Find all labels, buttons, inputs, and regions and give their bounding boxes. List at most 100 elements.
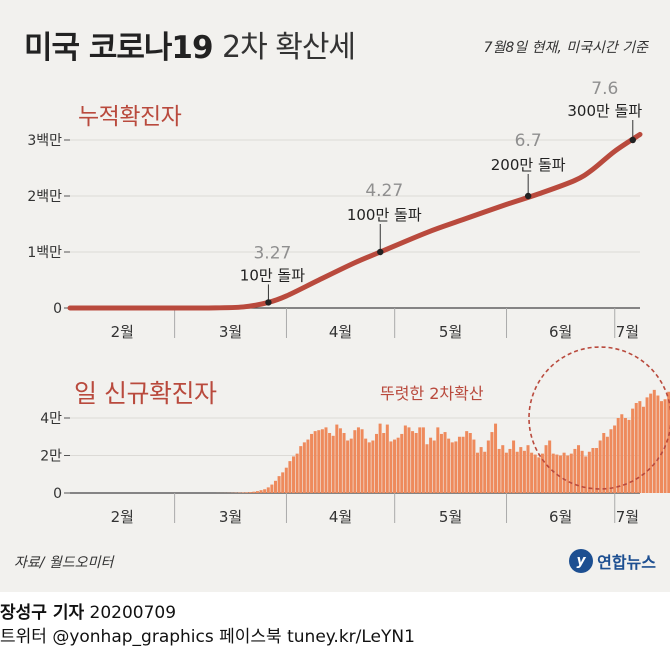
daily-bar bbox=[649, 394, 652, 493]
credit-reporter-line: 장성구 기자 20200709 bbox=[0, 598, 176, 623]
daily-bar bbox=[591, 448, 594, 493]
daily-bar bbox=[400, 434, 403, 493]
daily-bar bbox=[436, 427, 439, 493]
daily-bar bbox=[609, 429, 612, 493]
daily-bar bbox=[281, 472, 284, 493]
daily-bar bbox=[624, 418, 627, 493]
daily-bar bbox=[440, 434, 443, 493]
daily-bar bbox=[451, 442, 454, 493]
daily-bar bbox=[599, 441, 602, 494]
daily-bar bbox=[530, 453, 533, 493]
daily-bar bbox=[656, 396, 659, 494]
daily-bar bbox=[382, 433, 385, 493]
daily-bar bbox=[508, 449, 511, 493]
yonhap-logo-text: 연합뉴스 bbox=[597, 549, 656, 573]
daily-bar bbox=[595, 448, 598, 493]
second-wave-annotation: 뚜렷한 2차확산 bbox=[380, 384, 484, 403]
daily-bar bbox=[288, 461, 291, 493]
daily-bar bbox=[324, 427, 327, 493]
daily-bar bbox=[274, 481, 277, 493]
daily-y-tick-label: 2만 bbox=[40, 449, 62, 465]
daily-bar bbox=[476, 453, 479, 493]
daily-bar bbox=[588, 452, 591, 493]
daily-bar bbox=[660, 401, 663, 493]
credit-date: 20200709 bbox=[90, 603, 177, 623]
daily-bar bbox=[256, 491, 259, 493]
daily-bar bbox=[613, 426, 616, 494]
daily-bar bbox=[646, 397, 649, 493]
daily-bar bbox=[642, 407, 645, 493]
daily-bar bbox=[573, 449, 576, 493]
daily-bar bbox=[267, 487, 270, 493]
daily-bar bbox=[653, 390, 656, 493]
daily-bar bbox=[242, 492, 245, 493]
daily-bar bbox=[458, 437, 461, 493]
daily-bar bbox=[339, 428, 342, 493]
daily-bar bbox=[310, 434, 313, 493]
daily-bar bbox=[552, 454, 555, 493]
daily-bar bbox=[527, 445, 530, 493]
daily-bar bbox=[501, 445, 504, 493]
daily-bar bbox=[393, 440, 396, 493]
daily-bar bbox=[454, 441, 457, 493]
daily-bar bbox=[462, 437, 465, 493]
daily-bar bbox=[617, 418, 620, 493]
source-note: 자료/ 월드오미터 bbox=[14, 552, 113, 572]
daily-bar bbox=[415, 433, 418, 493]
daily-bar bbox=[487, 441, 490, 494]
daily-bar bbox=[314, 431, 317, 493]
daily-bar bbox=[397, 438, 400, 493]
daily-bar bbox=[411, 431, 414, 493]
daily-bar bbox=[480, 447, 483, 493]
daily-bar bbox=[620, 414, 623, 493]
daily-bar bbox=[364, 439, 367, 493]
daily-bar bbox=[537, 457, 540, 493]
daily-bar bbox=[534, 455, 537, 493]
daily-bar bbox=[555, 455, 558, 493]
daily-bar bbox=[343, 433, 346, 493]
daily-bar bbox=[472, 440, 475, 493]
daily-bar bbox=[245, 492, 248, 493]
daily-bar bbox=[278, 476, 281, 493]
daily-bar bbox=[375, 434, 378, 493]
daily-bar bbox=[516, 452, 519, 493]
daily-bar bbox=[444, 432, 447, 493]
daily-bar bbox=[332, 436, 335, 493]
daily-bar bbox=[519, 447, 522, 493]
daily-bar bbox=[285, 468, 288, 493]
daily-bar bbox=[252, 492, 255, 493]
credit-social-line: 트위터 @yonhap_graphics 페이스북 tuney.kr/LeYN1 bbox=[0, 622, 415, 647]
daily-bar bbox=[379, 424, 382, 493]
daily-bar bbox=[270, 485, 273, 493]
daily-bar bbox=[418, 427, 421, 493]
daily-bar bbox=[303, 442, 306, 493]
daily-bar bbox=[371, 441, 374, 494]
reporter-name: 장성구 기자 bbox=[0, 603, 84, 623]
daily-bar bbox=[361, 429, 364, 493]
daily-bar bbox=[447, 439, 450, 493]
daily-x-month-label: 6월 bbox=[549, 508, 572, 526]
daily-x-month-label: 4월 bbox=[329, 508, 352, 526]
daily-bar bbox=[328, 433, 331, 493]
daily-bar bbox=[606, 437, 609, 493]
daily-bar bbox=[433, 441, 436, 494]
daily-bar bbox=[292, 456, 295, 493]
daily-bar bbox=[570, 454, 573, 493]
daily-bar bbox=[321, 429, 324, 493]
daily-bar bbox=[386, 425, 389, 493]
daily-bar bbox=[465, 431, 468, 493]
twitter-handle: 트위터 @yonhap_graphics bbox=[0, 627, 214, 647]
daily-bar bbox=[483, 452, 486, 493]
daily-bar bbox=[425, 444, 428, 493]
daily-bar bbox=[249, 492, 252, 493]
daily-bar bbox=[263, 489, 266, 493]
daily-bar bbox=[505, 453, 508, 493]
daily-bar bbox=[545, 445, 548, 493]
daily-bar bbox=[469, 433, 472, 493]
daily-bar bbox=[299, 446, 302, 493]
daily-bar bbox=[357, 427, 360, 493]
daily-bar bbox=[350, 439, 353, 493]
daily-bar bbox=[566, 456, 569, 494]
yonhap-logo: y 연합뉴스 bbox=[569, 546, 656, 576]
